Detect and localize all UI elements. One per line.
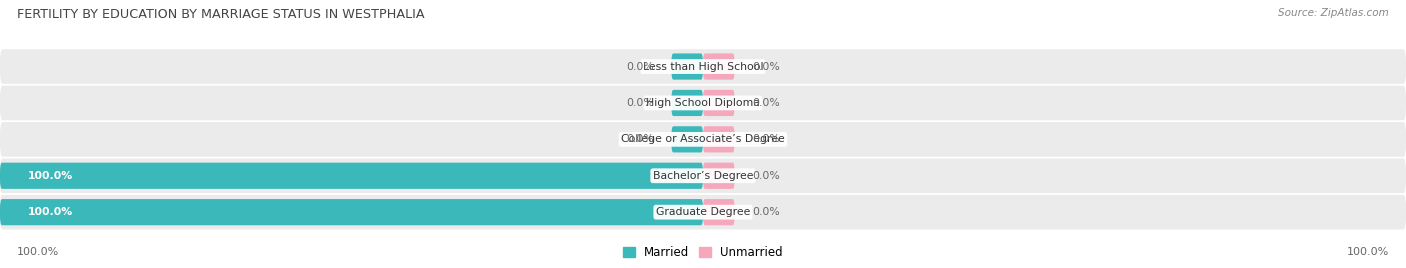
Text: 100.0%: 100.0% (17, 247, 59, 257)
Text: High School Diploma: High School Diploma (647, 98, 759, 108)
FancyBboxPatch shape (703, 90, 734, 116)
FancyBboxPatch shape (672, 90, 703, 116)
FancyBboxPatch shape (0, 195, 1406, 229)
FancyBboxPatch shape (703, 53, 734, 80)
Text: Less than High School: Less than High School (643, 62, 763, 72)
Text: 0.0%: 0.0% (626, 98, 654, 108)
Text: 0.0%: 0.0% (752, 207, 780, 217)
Text: Graduate Degree: Graduate Degree (655, 207, 751, 217)
Text: 100.0%: 100.0% (28, 207, 73, 217)
Text: College or Associate’s Degree: College or Associate’s Degree (621, 134, 785, 144)
FancyBboxPatch shape (703, 163, 734, 189)
Text: 0.0%: 0.0% (752, 98, 780, 108)
FancyBboxPatch shape (703, 199, 734, 225)
Text: 0.0%: 0.0% (752, 171, 780, 181)
FancyBboxPatch shape (0, 122, 1406, 157)
FancyBboxPatch shape (703, 126, 734, 152)
Text: 0.0%: 0.0% (752, 62, 780, 72)
FancyBboxPatch shape (0, 163, 703, 189)
Text: 100.0%: 100.0% (1347, 247, 1389, 257)
Text: 0.0%: 0.0% (626, 134, 654, 144)
Text: Source: ZipAtlas.com: Source: ZipAtlas.com (1278, 8, 1389, 18)
FancyBboxPatch shape (0, 49, 1406, 84)
Legend: Married, Unmarried: Married, Unmarried (623, 246, 783, 259)
FancyBboxPatch shape (0, 199, 703, 225)
Text: FERTILITY BY EDUCATION BY MARRIAGE STATUS IN WESTPHALIA: FERTILITY BY EDUCATION BY MARRIAGE STATU… (17, 8, 425, 21)
FancyBboxPatch shape (0, 158, 1406, 193)
Text: 0.0%: 0.0% (752, 134, 780, 144)
Text: Bachelor’s Degree: Bachelor’s Degree (652, 171, 754, 181)
Text: 100.0%: 100.0% (28, 171, 73, 181)
Text: 0.0%: 0.0% (626, 62, 654, 72)
FancyBboxPatch shape (0, 86, 1406, 120)
FancyBboxPatch shape (672, 126, 703, 152)
FancyBboxPatch shape (672, 53, 703, 80)
